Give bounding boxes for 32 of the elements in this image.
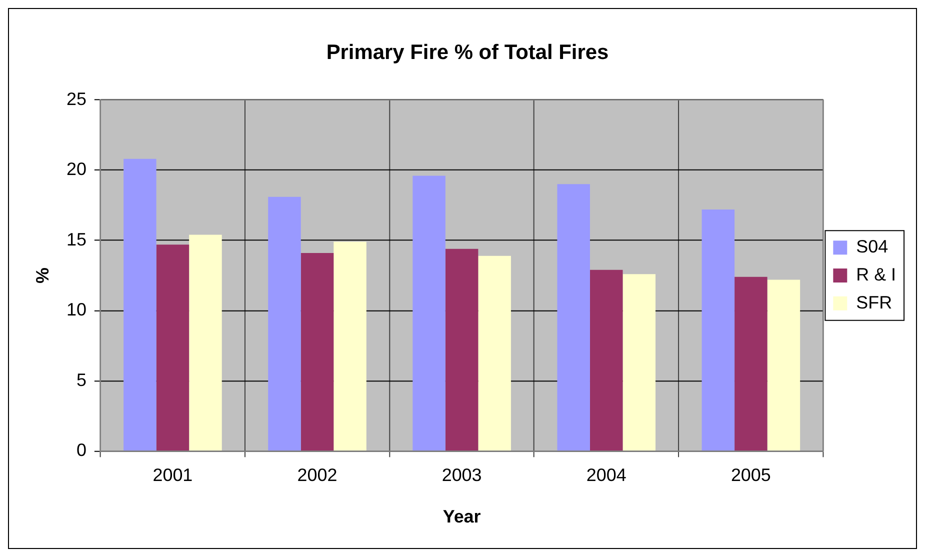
chart-title: Primary Fire % of Total Fires: [326, 41, 609, 64]
bar: [300, 253, 334, 451]
y-tick-label: 15: [66, 229, 86, 250]
bar: [622, 274, 656, 451]
bar: [702, 209, 735, 451]
bar: [557, 184, 590, 451]
y-tick-label: 20: [66, 159, 86, 180]
x-tick-label: 2001: [152, 464, 193, 485]
y-tick-label: 25: [66, 88, 86, 109]
legend-label: S04: [856, 236, 888, 257]
y-axis-title: %: [32, 267, 53, 284]
bar: [412, 176, 446, 451]
bar: [268, 196, 301, 451]
bar: [189, 234, 222, 451]
x-axis-title: Year: [442, 506, 481, 526]
bar: [156, 244, 190, 451]
legend-label: SFR: [856, 292, 892, 312]
x-tick-label: 2003: [442, 464, 482, 485]
bar: [478, 256, 511, 451]
x-tick-label: 2002: [297, 464, 338, 485]
bar: [734, 276, 768, 451]
legend-label: R & I: [856, 264, 896, 284]
bar: [334, 242, 366, 451]
y-tick-label: 10: [66, 300, 86, 320]
y-tick-label: 0: [76, 440, 86, 460]
x-tick-label: 2004: [586, 464, 626, 485]
x-tick-label: 2005: [730, 464, 771, 485]
bar: [445, 248, 478, 451]
bar: [767, 280, 800, 451]
y-tick-label: 5: [76, 370, 86, 390]
bar: [124, 158, 156, 451]
bar: [590, 270, 623, 451]
